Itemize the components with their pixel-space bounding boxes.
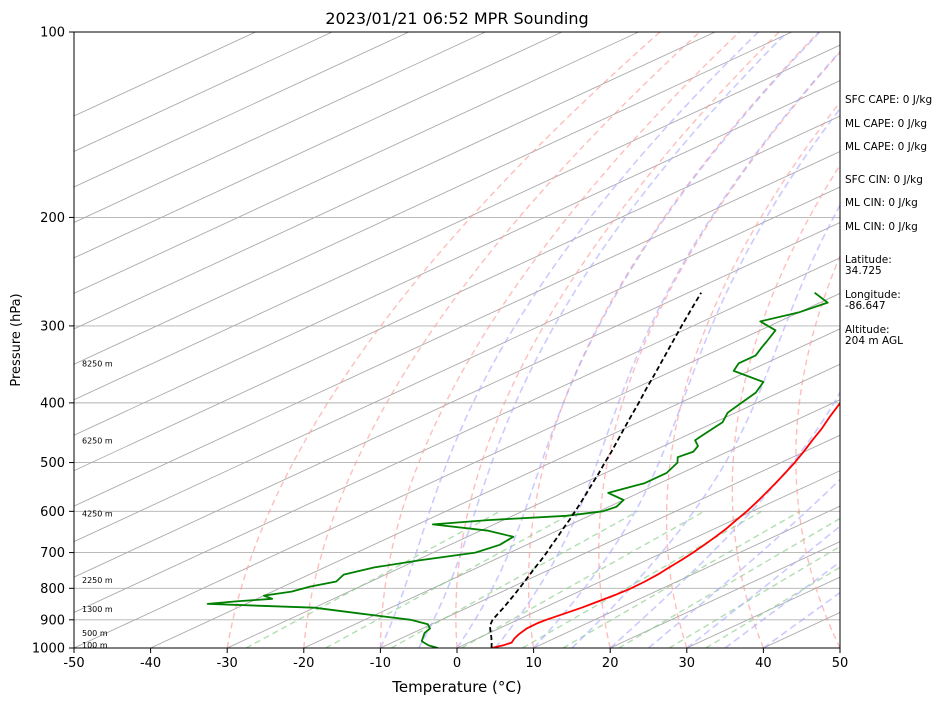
mu-cin-stat: ML CIN: 0 J/kg [845, 221, 918, 233]
isotherm-line [74, 32, 716, 330]
dewpoint-trace [206, 291, 829, 648]
mixing-ratio-line [705, 566, 840, 648]
dry-adiabat-line [303, 32, 701, 648]
isotherm-line [74, 32, 792, 365]
y-tick-label: 300 [40, 319, 65, 334]
isotherm-line [74, 32, 563, 259]
dry-adiabat-line [379, 32, 740, 648]
x-tick-label: 40 [755, 656, 772, 671]
moist-adiabat-line [686, 525, 840, 648]
height-label: 6250 m [82, 436, 113, 445]
x-tick-label: -40 [140, 656, 161, 671]
mixing-ratio-line [618, 517, 840, 648]
dry-adiabat-line [665, 101, 840, 648]
isotherm-line [74, 32, 409, 188]
moist-adiabat-lines [379, 32, 840, 648]
isotherm-line [74, 257, 840, 614]
height-labels: 100 m 500 m 1300 m 2250 m 4250 m 6250 m 8250 m [82, 359, 113, 650]
moist-adiabat-line [456, 32, 821, 648]
mixing-ratio-line [390, 510, 638, 648]
ml-cin-stat: ML CIN: 0 J/kg [845, 197, 918, 209]
isotherm-line [74, 186, 840, 543]
isotherm-line [74, 44, 840, 401]
isotherm-line [74, 32, 333, 153]
dry-adiabat-line [598, 51, 840, 648]
x-axis-title: Temperature (°C) [391, 678, 521, 696]
moist-adiabat-line [647, 478, 840, 648]
height-label: 1300 m [82, 605, 113, 614]
isotherm-line [303, 399, 840, 648]
longitude-stat: Longitude: -86.647 [845, 289, 901, 312]
y-tick-label: 100 [40, 26, 65, 41]
height-label: 4250 m [82, 510, 113, 519]
chart-title: 2023/01/21 06:52 MPR Sounding [325, 9, 588, 28]
isotherm-line [74, 80, 840, 436]
y-tick-label: 700 [40, 546, 65, 561]
mixing-ratio-lines [245, 510, 840, 648]
mixing-ratio-line [668, 545, 840, 648]
ml-cape-stat: ML CAPE: 0 J/kg [845, 118, 928, 130]
x-axis-ticks: -50 -40 -30 -20 -10 0 10 20 30 40 50 [63, 648, 848, 671]
y-tick-label: 200 [40, 211, 65, 226]
x-tick-label: -50 [63, 656, 84, 671]
isotherm-line [227, 363, 840, 648]
y-axis-ticks: 100 200 300 400 500 600 700 800 900 1000 [32, 26, 74, 657]
altitude-stat: Altitude: 204 m AGL [845, 324, 903, 347]
y-tick-label: 900 [40, 613, 65, 628]
latitude-stat: Latitude: 34.725 [845, 254, 892, 277]
isotherm-line [533, 505, 840, 648]
mu-cape-stat: ML CAPE: 0 J/kg [845, 141, 928, 153]
temperature-trace [491, 401, 840, 648]
pressure-grid [74, 32, 840, 648]
sfc-cin-stat: SFC CIN: 0 J/kg [845, 174, 923, 186]
mixing-ratio-line [325, 510, 576, 648]
dry-adiabat-line [731, 163, 840, 648]
x-tick-label: -20 [293, 656, 314, 671]
y-tick-label: 500 [40, 456, 65, 471]
isotherm-line [380, 434, 840, 648]
sfc-cape-stat: SFC CAPE: 0 J/kg [845, 94, 933, 106]
x-tick-label: 0 [453, 656, 461, 671]
x-tick-label: 20 [602, 656, 619, 671]
isotherm-line [610, 541, 840, 648]
mixing-ratio-line [245, 510, 501, 648]
y-tick-label: 800 [40, 582, 65, 597]
isotherm-lines [74, 32, 840, 648]
y-tick-label: 1000 [32, 642, 65, 657]
moist-adiabat-line [379, 32, 759, 648]
height-label: 8250 m [82, 359, 113, 368]
height-label: 500 m [82, 629, 108, 638]
dry-adiabat-line [226, 32, 661, 648]
isotherm-line [456, 470, 840, 648]
moist-adiabat-line [571, 203, 840, 648]
x-tick-label: 10 [525, 656, 542, 671]
height-label: 2250 m [82, 576, 113, 585]
mixing-ratio-line [522, 510, 762, 648]
y-tick-label: 400 [40, 396, 65, 411]
moist-adiabat-line [418, 32, 788, 648]
mixing-ratio-line [461, 510, 705, 648]
x-tick-label: 30 [679, 656, 696, 671]
x-tick-label: -30 [217, 656, 238, 671]
moist-adiabat-line [533, 107, 840, 648]
isotherm-line [150, 328, 840, 648]
mixing-ratio-line [562, 510, 801, 648]
y-axis-title: Pressure (hPa) [9, 293, 24, 386]
dry-adiabat-line [455, 32, 780, 648]
isotherm-line [74, 221, 840, 578]
isotherm-line [74, 32, 639, 294]
isotherm-line [74, 32, 486, 223]
sounding-traces [206, 291, 840, 648]
y-tick-label: 600 [40, 505, 65, 520]
parcel-trace [489, 292, 702, 648]
moist-adiabat-line [724, 560, 840, 648]
isotherm-line [74, 115, 840, 472]
isotherm-line [74, 292, 840, 648]
x-tick-label: -10 [370, 656, 391, 671]
isotherm-line [74, 151, 840, 507]
x-tick-label: 50 [832, 656, 849, 671]
height-label: 100 m [82, 641, 108, 650]
